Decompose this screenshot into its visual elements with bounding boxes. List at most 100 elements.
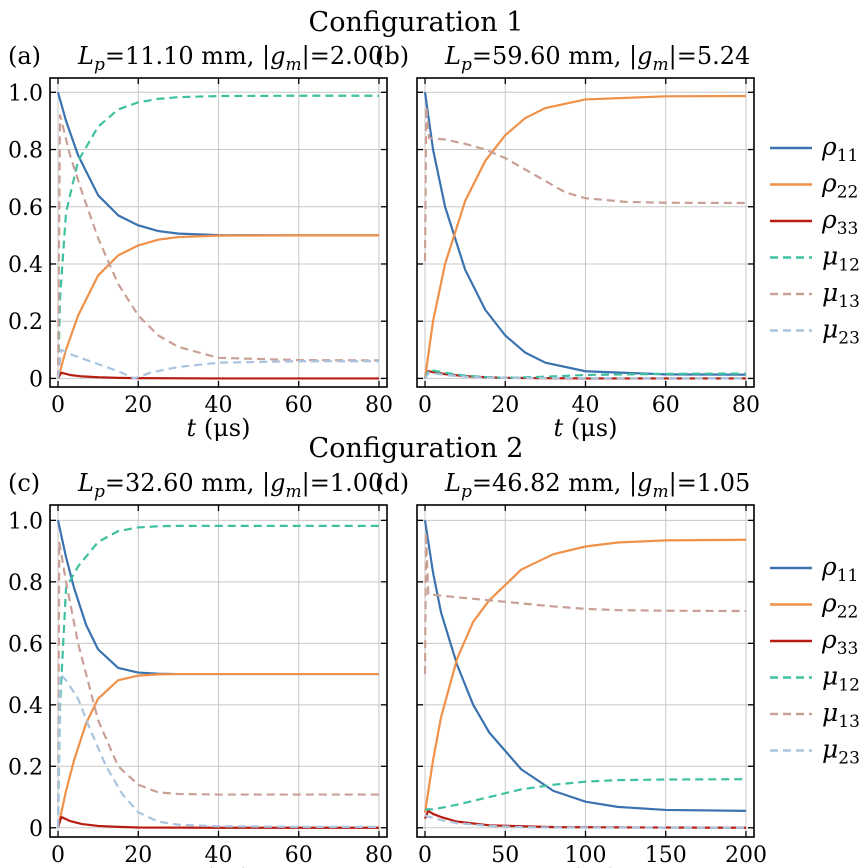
x-tick-label: 80 [365, 843, 393, 868]
panel-title-gval: |=2.00 [302, 42, 384, 71]
legend-symbol: μ [822, 315, 838, 344]
x-axis-label-unit: (μs) [196, 414, 250, 442]
series-line-rho22 [56, 234, 379, 379]
legend-label-mu23: μ23 [822, 735, 860, 769]
series-line-rho33 [57, 371, 379, 380]
panel-d: 0 50 100 150 200 (d) Lp=46.82 mm, |gm|=1.05 t (… [375, 469, 767, 868]
legend-label-rho33: ρ33 [821, 205, 858, 239]
y-tick-label: 0.2 [8, 755, 43, 780]
series-line-mu23 [56, 672, 379, 828]
series-line-mu23 [424, 371, 746, 380]
panel-letter: (d) [375, 469, 409, 497]
x-axis-label: t (μs) [554, 864, 618, 868]
panel-title-gsub: m [653, 55, 669, 75]
legend-subscript: 23 [838, 749, 860, 769]
x-tick-label: 0 [51, 843, 65, 868]
legend-subscript: 13 [838, 292, 860, 312]
legend-label-mu13: μ13 [822, 278, 860, 312]
x-axis-label-symbol: t [554, 864, 564, 868]
series-group [56, 92, 379, 380]
x-tick-label: 80 [732, 393, 760, 418]
configuration-2-title: Configuration 2 [309, 433, 524, 464]
legend-symbol: ρ [821, 589, 837, 618]
panel-title-Lval: =59.60 mm, | [472, 42, 637, 71]
x-axis-label-symbol: t [554, 414, 564, 442]
series-group [423, 92, 746, 380]
legend-label-mu13: μ13 [822, 698, 860, 732]
panel-title-gval: |=5.24 [669, 42, 751, 71]
panel-title-Lval: =11.10 mm, | [105, 42, 270, 71]
legend-label-rho11: ρ11 [821, 552, 858, 586]
y-tick-label: 0.6 [8, 632, 43, 657]
panel-title-gsym: g [637, 42, 652, 70]
panel-title-Lsub: p [461, 55, 472, 75]
x-axis-label-symbol: t [187, 414, 197, 442]
series-line-mu23 [424, 814, 746, 829]
panel-title-gsym: g [270, 42, 285, 70]
x-axis-label: t (μs) [187, 864, 251, 868]
panel-title-Lsym: L [444, 469, 461, 497]
legend-label-mu23: μ23 [822, 315, 860, 349]
series-line-mu13 [423, 531, 746, 675]
series-line-mu13 [56, 540, 379, 828]
y-tick-label: 0.8 [8, 139, 43, 164]
x-tick-label: 0 [51, 393, 65, 418]
legend-subscript: 11 [837, 146, 859, 166]
legend-label-rho22: ρ22 [821, 169, 858, 203]
legend-label-mu12: μ12 [822, 242, 860, 276]
series-line-rho22 [423, 538, 746, 813]
x-tick-label: 100 [565, 843, 607, 868]
y-tick-label: 0 [29, 367, 43, 392]
panel-title-Lsub: p [461, 482, 472, 502]
panel-title-gval: |=1.00 [302, 469, 384, 498]
x-tick-label: 80 [365, 393, 393, 418]
panel-title-gsym: g [637, 469, 652, 497]
panel-b: 0 20 40 60 80 (b) Lp=59.60 mm, |gm|=5.24 t (μs) [375, 42, 760, 442]
panel-title: Lp=32.60 mm, |gm|=1.00 [77, 469, 383, 502]
panel-letter: (b) [375, 42, 409, 70]
x-tick-label: 50 [491, 843, 519, 868]
series-line-mu12 [425, 778, 746, 811]
series-line-mu12 [56, 524, 379, 828]
series-group [56, 520, 379, 829]
panel-title-Lsym: L [444, 42, 461, 70]
series-group [423, 520, 746, 829]
legend-subscript: 23 [838, 329, 860, 349]
series-line-mu23 [56, 348, 379, 380]
panel-title: Lp=11.10 mm, |gm|=2.00 [77, 42, 383, 75]
legend-symbol: μ [822, 698, 838, 727]
series-line-rho11 [423, 520, 746, 812]
legend-label-rho11: ρ11 [821, 132, 858, 166]
panel-title-Lval: =32.60 mm, | [105, 469, 270, 498]
panel-title-gval: |=1.05 [669, 469, 751, 498]
panel-title-Lsub: p [94, 55, 105, 75]
y-tick-label: 0.8 [8, 571, 43, 596]
legend-symbol: ρ [821, 169, 837, 198]
x-tick-label: 40 [205, 393, 233, 418]
panel-title-gsub: m [286, 482, 302, 502]
x-tick-label: 0 [418, 393, 432, 418]
panel-title-Lsym: L [77, 469, 94, 497]
panel-letter: (a) [8, 42, 41, 70]
x-tick-label: 150 [645, 843, 687, 868]
x-tick-label: 40 [572, 393, 600, 418]
legend-symbol: ρ [821, 625, 837, 654]
x-tick-label: 60 [285, 393, 313, 418]
panel-a: 0 20 40 60 80 0 0.2 0.4 0.6 0.8 1.0 (a) Lp=11.10 mm,… [8, 42, 393, 442]
x-axis-label: t (μs) [187, 414, 251, 442]
panel-title-Lval: =46.82 mm, | [472, 469, 637, 498]
legend-symbol: ρ [821, 132, 837, 161]
legend-subscript: 33 [837, 219, 859, 239]
panel-title: Lp=59.60 mm, |gm|=5.24 [444, 42, 750, 75]
panel-title-Lsym: L [77, 42, 94, 70]
x-tick-label: 60 [652, 393, 680, 418]
legend-subscript: 13 [838, 712, 860, 732]
x-axis-label-unit: (μs) [563, 864, 617, 868]
x-tick-label: 60 [285, 843, 313, 868]
x-tick-label: 200 [725, 843, 767, 868]
